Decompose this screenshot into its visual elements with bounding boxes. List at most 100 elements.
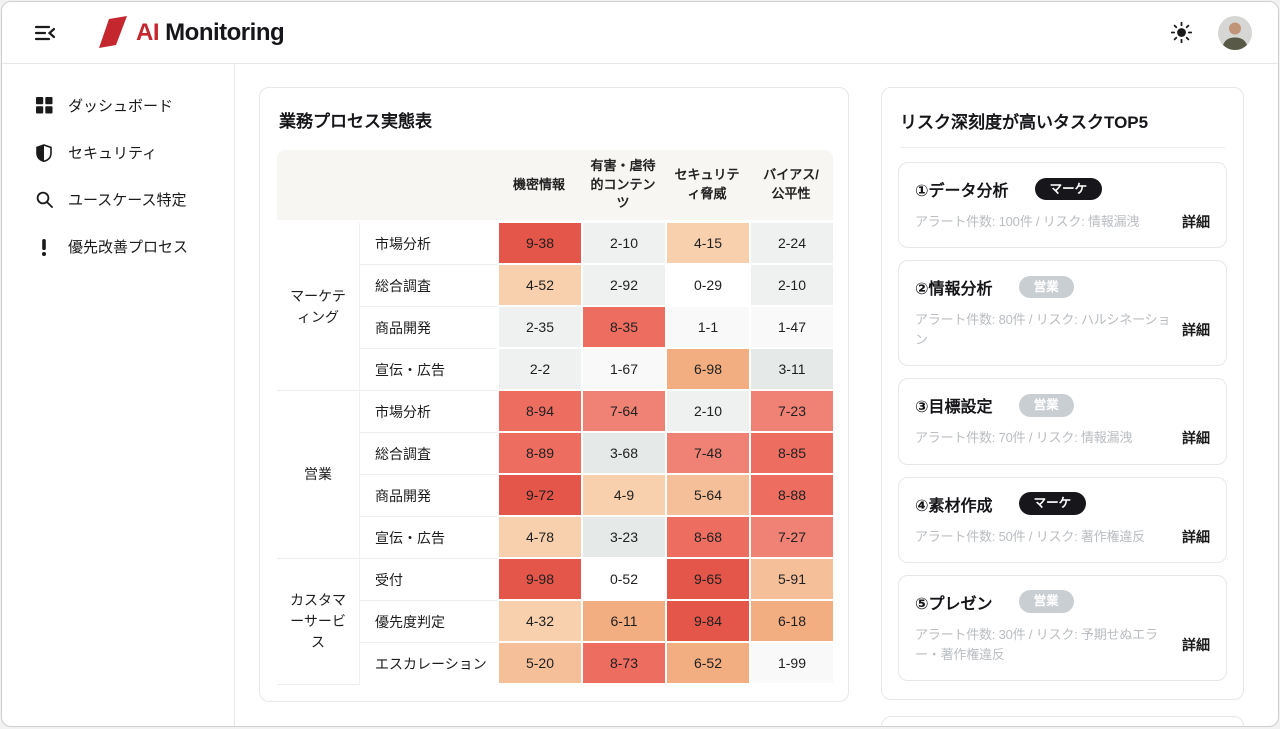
risk-task-title: ⑤プレゼン — [915, 595, 993, 613]
risk-alert-meta: アラート件数: 50件 / リスク: 著作権違反 — [915, 528, 1145, 544]
table-row: 総合調査 8-89 3-68 7-48 8-85 — [277, 433, 833, 475]
exclamation-icon — [35, 238, 53, 256]
heatmap-cell: 7-48 — [665, 433, 749, 475]
heatmap-group-label: カスタマーサービス — [277, 559, 360, 685]
detail-button[interactable]: 詳細 — [1182, 636, 1210, 653]
process-heatmap-card: 業務プロセス実態表 機密情報 有害・虐待的コンテンツ セキュリティ脅威 バイアス/公平… — [259, 87, 849, 702]
search-icon — [35, 191, 53, 208]
top5-title: リスク深刻度が高いタスクTOP5 — [900, 108, 1225, 148]
sidebar-item-label: ダッシュボード — [68, 98, 174, 115]
heatmap-cell: 9-84 — [665, 601, 749, 643]
sidebar-item-label: セキュリティ — [68, 145, 158, 162]
heatmap-header: 機密情報 有害・虐待的コンテンツ セキュリティ脅威 バイアス/公平性 — [277, 150, 833, 223]
risk-alert-meta: アラート件数: 70件 / リスク: 情報漏洩 — [915, 430, 1133, 446]
sidebar: ダッシュボード セキュリティ — [2, 64, 235, 726]
heatmap-cell: 7-27 — [749, 517, 833, 559]
heatmap-cell: 5-20 — [497, 643, 581, 685]
heatmap-cell: 8-85 — [749, 433, 833, 475]
heatmap-task-label: 商品開発 — [360, 307, 497, 349]
heatmap-cell: 3-11 — [749, 349, 833, 391]
risk-task-item: ②情報分析 営業アラート件数: 80件 / リスク: ハルシネーション 詳細 — [898, 260, 1227, 367]
heatmap-cell: 2-24 — [749, 223, 833, 265]
heatmap-cell: 3-23 — [581, 517, 665, 559]
risk-item-meta-row: アラート件数: 70件 / リスク: 情報漏洩 詳細 — [915, 428, 1210, 448]
heatmap-cell: 1-67 — [581, 349, 665, 391]
heatmap-task-label: 商品開発 — [360, 475, 497, 517]
heatmap-task-label: 宣伝・広告 — [360, 517, 497, 559]
heatmap-cell: 0-52 — [581, 559, 665, 601]
table-row: マーケティング 市場分析 9-38 2-10 4-15 2-24 — [277, 223, 833, 391]
heatmap-cell: 6-18 — [749, 601, 833, 643]
sidebar-collapse-button[interactable] — [32, 20, 58, 46]
table-row: 営業 市場分析 8-94 7-64 2-10 7-23 — [277, 391, 833, 559]
table-row: カスタマーサービス 受付 9-98 0-52 9-65 5-91 — [277, 559, 833, 685]
sidebar-item-usecase[interactable]: ユースケース特定 — [2, 176, 234, 223]
heatmap-header-row: 機密情報 有害・虐待的コンテンツ セキュリティ脅威 バイアス/公平性 — [277, 150, 833, 223]
sidebar-item-label: ユースケース特定 — [68, 192, 187, 209]
department-badge: マーケ — [1018, 492, 1087, 515]
heatmap-cell: 5-91 — [749, 559, 833, 601]
risk-task-title: ②情報分析 — [915, 281, 993, 299]
table-row: エスカレーション 5-20 8-73 6-52 1-99 — [277, 643, 833, 685]
heatmap-cell: 6-98 — [665, 349, 749, 391]
risk-item-meta-row: アラート件数: 30件 / リスク: 予期せぬエラー・著作権違反 詳細 — [915, 625, 1210, 665]
table-row: 商品開発 9-72 4-9 5-64 8-88 — [277, 475, 833, 517]
heatmap-column-header: 機密情報 — [497, 150, 581, 223]
heatmap-cell: 8-89 — [497, 433, 581, 475]
risk-task-item: ⑤プレゼン 営業アラート件数: 30件 / リスク: 予期せぬエラー・著作権違反 詳… — [898, 574, 1227, 681]
top5-list: ①データ分析 マーケ アラート件数: 100件 / リスク: 情報漏洩 詳細 ②情報分析… — [898, 162, 1227, 681]
main-content: 業務プロセス実態表 機密情報 有害・虐待的コンテンツ セキュリティ脅威 バイアス/公平… — [235, 64, 1278, 726]
heatmap-task-label: 宣伝・広告 — [360, 349, 497, 391]
heatmap-cell: 0-29 — [665, 265, 749, 307]
heatmap-cell: 2-2 — [497, 349, 581, 391]
heatmap-cell: 8-73 — [581, 643, 665, 685]
heatmap-cell: 8-94 — [497, 391, 581, 433]
avatar-image — [1218, 15, 1252, 50]
user-avatar[interactable] — [1218, 15, 1252, 50]
sidebar-item-security[interactable]: セキュリティ — [2, 129, 234, 176]
heatmap-cell: 2-35 — [497, 307, 581, 349]
heatmap-task-label: 総合調査 — [360, 265, 497, 307]
table-row: 優先度判定 4-32 6-11 9-84 6-18 — [277, 601, 833, 643]
heatmap-cell: 9-38 — [497, 223, 581, 265]
dashboard-icon — [35, 97, 53, 114]
sidebar-item-label: 優先改善プロセス — [68, 239, 189, 256]
heatmap-cell: 2-10 — [665, 391, 749, 433]
heatmap-cell: 4-15 — [665, 223, 749, 265]
heatmap-cell: 1-1 — [665, 307, 749, 349]
risk-alert-meta: アラート件数: 30件 / リスク: 予期せぬエラー・著作権違反 — [915, 626, 1158, 662]
risk-alert-meta: アラート件数: 80件 / リスク: ハルシネーション — [915, 312, 1171, 348]
risk-item-header: ③目標設定 営業 — [915, 393, 1210, 417]
heatmap-cell: 7-64 — [581, 391, 665, 433]
heatmap-cell: 8-88 — [749, 475, 833, 517]
app-logo: AI Monitoring — [96, 15, 285, 51]
detail-button[interactable]: 詳細 — [1182, 528, 1210, 545]
heatmap-cell: 5-64 — [665, 475, 749, 517]
sidebar-item-dashboard[interactable]: ダッシュボード — [2, 82, 234, 129]
risk-item-meta-row: アラート件数: 100件 / リスク: 情報漏洩 詳細 — [915, 212, 1210, 232]
detail-button[interactable]: 詳細 — [1182, 322, 1210, 339]
heatmap-cell: 8-68 — [665, 517, 749, 559]
department-badge: 営業 — [1018, 590, 1074, 613]
process-heatmap-table: 機密情報 有害・虐待的コンテンツ セキュリティ脅威 バイアス/公平性 マーケティング市… — [277, 150, 833, 685]
heatmap-task-label: 優先度判定 — [360, 601, 497, 643]
heatmap-cell: 6-52 — [665, 643, 749, 685]
top-bar: AI Monitoring — [2, 2, 1278, 64]
table-row: 総合調査 4-52 2-92 0-29 2-10 — [277, 265, 833, 307]
shield-icon — [35, 143, 53, 162]
heatmap-task-label: 総合調査 — [360, 433, 497, 475]
detail-button[interactable]: 詳細 — [1182, 214, 1210, 231]
theme-toggle-button[interactable] — [1171, 22, 1192, 43]
department-badge: 営業 — [1018, 275, 1074, 299]
risk-item-header: ②情報分析 営業 — [915, 275, 1210, 299]
department-badge: 営業 — [1018, 394, 1074, 417]
risk-item-meta-row: アラート件数: 80件 / リスク: ハルシネーション 詳細 — [915, 310, 1210, 350]
heatmap-column-header: セキュリティ脅威 — [665, 150, 749, 223]
detail-button[interactable]: 詳細 — [1182, 430, 1210, 447]
sidebar-item-priority[interactable]: 優先改善プロセス — [2, 223, 234, 270]
heatmap-cell: 1-47 — [749, 307, 833, 349]
risk-task-title: ③目標設定 — [915, 399, 993, 417]
heatmap-task-label: 市場分析 — [360, 391, 497, 433]
heatmap-group-label: マーケティング — [277, 223, 360, 391]
